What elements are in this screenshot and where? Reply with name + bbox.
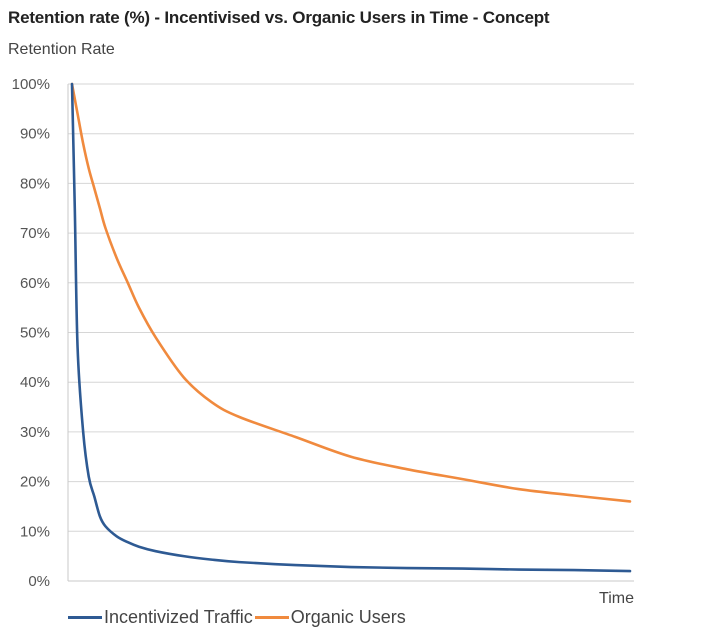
y-tick-label: 20% <box>20 474 50 491</box>
y-tick-label: 80% <box>20 175 50 192</box>
series-line-incentivized <box>70 82 632 573</box>
chart-title: Retention rate (%) - Incentivised vs. Or… <box>8 8 550 27</box>
series-line-organic <box>70 82 632 503</box>
legend-swatch-organic <box>254 616 289 619</box>
y-tick-label: 40% <box>20 374 50 391</box>
y-tick-label: 0% <box>28 573 50 590</box>
y-tick-label: 30% <box>20 424 50 441</box>
x-axis-title: Time <box>599 590 634 607</box>
legend-item-organic: Organic Users <box>254 607 406 628</box>
y-tick-label: 10% <box>20 523 50 540</box>
legend-label-incentivized: Incentivized Traffic <box>104 607 253 627</box>
y-axis-title: Retention Rate <box>8 41 115 58</box>
legend-item-incentivized: Incentivized Traffic <box>68 607 253 628</box>
y-tick-label: 90% <box>20 126 50 143</box>
legend: Incentivized Traffic Organic Users <box>68 607 408 628</box>
y-tick-label: 50% <box>20 325 50 342</box>
y-tick-label: 60% <box>20 275 50 292</box>
legend-label-organic: Organic Users <box>290 607 406 627</box>
legend-swatch-incentivized <box>68 616 102 619</box>
y-tick-label: 70% <box>20 225 50 242</box>
y-tick-label: 100% <box>12 76 50 93</box>
